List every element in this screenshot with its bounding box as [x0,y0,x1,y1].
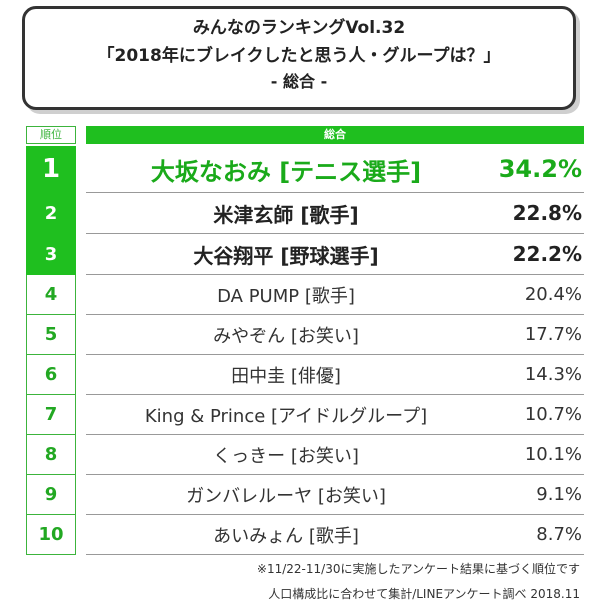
table-row: 9 ガンバレルーヤ [お笑い] 9.1% [26,475,584,515]
table-row: 2 米津玄師 [歌手] 22.8% [26,193,584,234]
respondent-choice-name: 田中圭 [俳優] [231,365,341,387]
row-body: 大谷翔平 [野球選手] 22.2% [86,234,584,275]
table-header: 順位 総合 [26,126,584,144]
rank-number: 5 [26,315,76,355]
row-body: みやぞん [お笑い] 17.7% [86,315,584,355]
table-row: 4 DA PUMP [歌手] 20.4% [26,275,584,315]
row-body: 田中圭 [俳優] 14.3% [86,355,584,395]
survey-period-note: ※11/22-11/30に実施したアンケート結果に基づく順位です [256,562,580,576]
ranking-category: - 総合 - [270,72,328,91]
rank-number: 8 [26,435,76,475]
title-box: みんなのランキングVol.32 「2018年にブレイクしたと思う人・グループは？… [22,6,576,110]
row-body: 米津玄師 [歌手] 22.8% [86,193,584,234]
table-row: 6 田中圭 [俳優] 14.3% [26,355,584,395]
respondent-choice-name: 大坂なおみ [テニス選手] [150,157,422,186]
respondent-choice-name: King & Prince [アイドルグループ] [144,405,428,427]
percentage: 14.3% [524,364,582,385]
row-body: ガンバレルーヤ [お笑い] 9.1% [86,475,584,515]
table-row: 8 くっきー [お笑い] 10.1% [26,435,584,475]
rank-number: 3 [26,234,76,275]
survey-source-note: 人口構成比に合わせて集計/LINEアンケート調べ 2018.11 [268,587,580,601]
percentage: 8.7% [536,524,582,545]
percentage: 34.2% [498,155,582,183]
ranking-table: 順位 総合 1 大坂なおみ [テニス選手] 34.2% 2 米津玄師 [歌手] … [26,126,584,555]
percentage: 17.7% [524,324,582,345]
table-row: 5 みやぞん [お笑い] 17.7% [26,315,584,355]
respondent-choice-name: ガンバレルーヤ [お笑い] [186,485,386,507]
row-body: DA PUMP [歌手] 20.4% [86,275,584,315]
row-body: 大坂なおみ [テニス選手] 34.2% [86,146,584,193]
ranking-series-title: みんなのランキングVol.32 [192,18,406,38]
header-rank: 順位 [26,126,76,144]
respondent-choice-name: あいみょん [歌手] [213,525,359,547]
percentage: 9.1% [536,484,582,505]
ranking-question: 「2018年にブレイクしたと思う人・グループは？」 [97,46,501,66]
rank-number: 4 [26,275,76,315]
rank-number: 9 [26,475,76,515]
rank-number: 10 [26,515,76,555]
percentage: 10.1% [524,444,582,465]
table-row: 10 あいみょん [歌手] 8.7% [26,515,584,555]
rank-number: 7 [26,395,76,435]
table-row: 1 大坂なおみ [テニス選手] 34.2% [26,146,584,193]
header-overall: 総合 [86,126,584,144]
percentage: 22.2% [512,242,582,266]
row-body: くっきー [お笑い] 10.1% [86,435,584,475]
rank-number: 6 [26,355,76,395]
respondent-choice-name: くっきー [お笑い] [213,445,359,467]
percentage: 20.4% [524,284,582,305]
table-row: 7 King & Prince [アイドルグループ] 10.7% [26,395,584,435]
row-body: King & Prince [アイドルグループ] 10.7% [86,395,584,435]
respondent-choice-name: 大谷翔平 [野球選手] [193,243,379,268]
table-row: 3 大谷翔平 [野球選手] 22.2% [26,234,584,275]
rank-number: 2 [26,193,76,234]
respondent-choice-name: 米津玄師 [歌手] [213,202,359,227]
respondent-choice-name: DA PUMP [歌手] [217,285,355,307]
rank-number: 1 [26,146,76,193]
respondent-choice-name: みやぞん [お笑い] [213,325,359,347]
row-body: あいみょん [歌手] 8.7% [86,515,584,555]
percentage: 22.8% [512,201,582,225]
percentage: 10.7% [524,404,582,425]
